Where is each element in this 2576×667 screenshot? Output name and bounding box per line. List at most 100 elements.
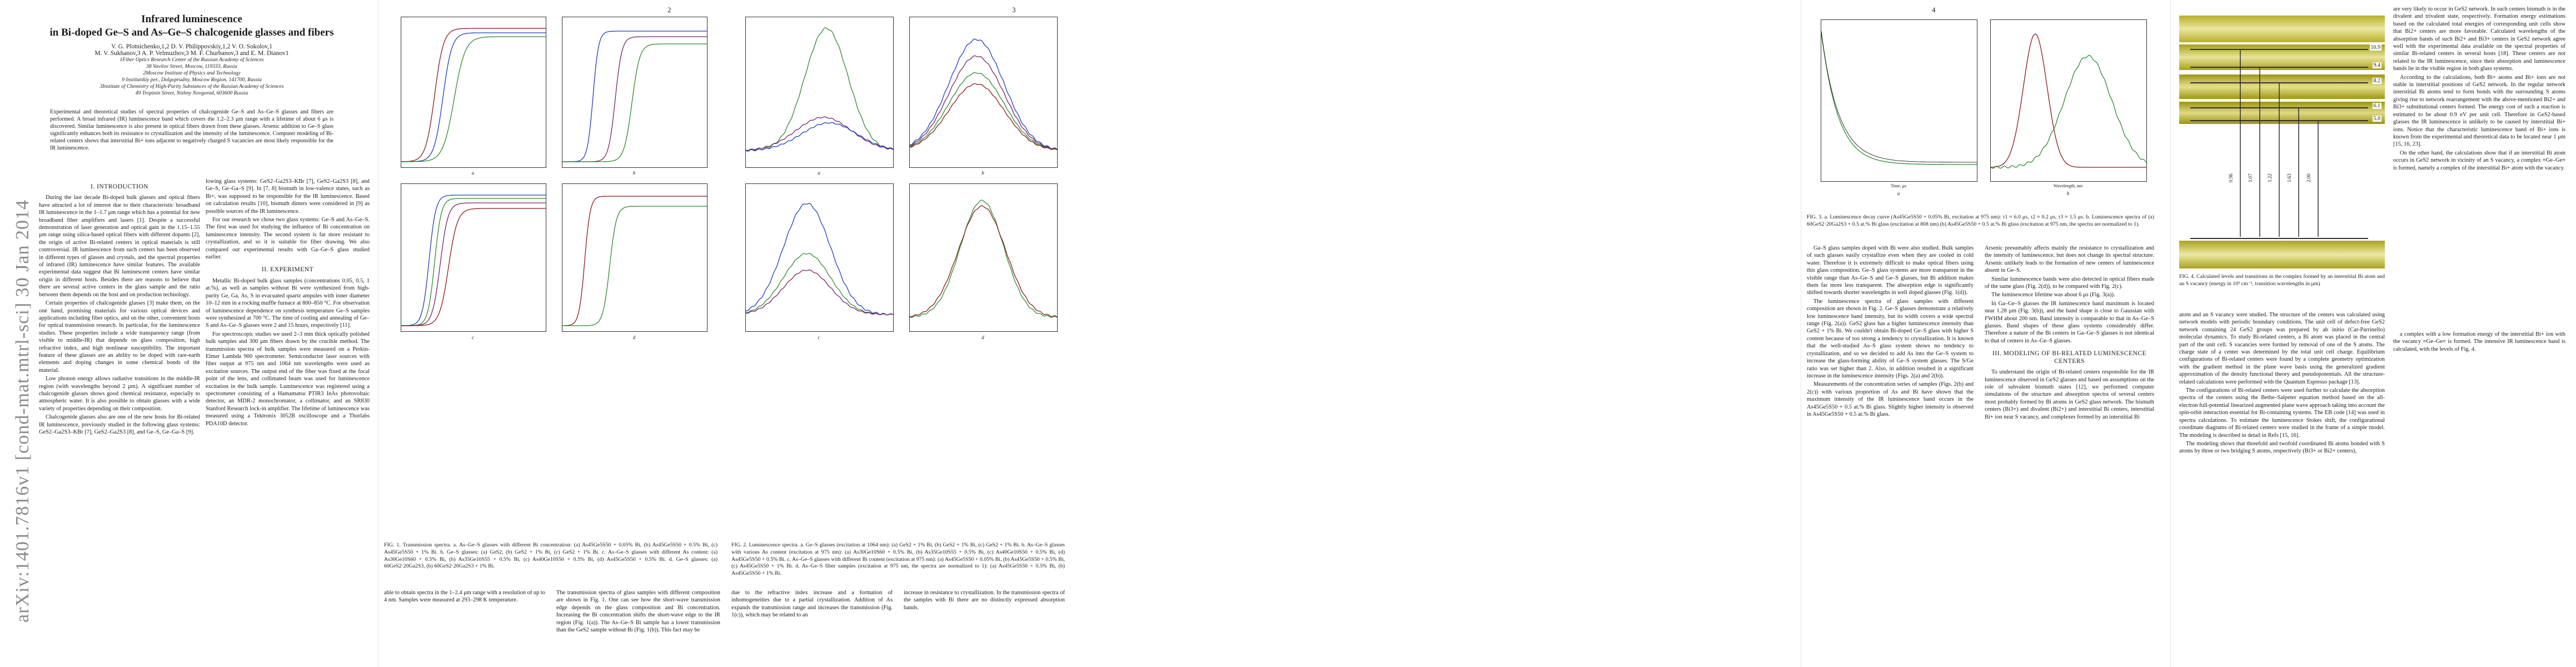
paragraph: a complex with a low formation energy of… [2393,331,2565,352]
figure-4-caption: FIG. 4. Calculated levels and transition… [2179,273,2385,287]
panel-label: b [981,170,984,176]
figure-3: Time, μs a Wavelength, nm b [1798,14,2165,258]
panel-label: d [981,335,984,340]
paragraph: During the last decade Bi-doped bulk gla… [39,195,200,298]
page2-left-bottom: able to obtain spectra in the 1–2.4 μm r… [384,589,545,605]
fig2-panel-d [909,183,1058,332]
series-curve [910,72,1057,150]
authors-2: M. V. Sukhanov,3 A. P. Velmuzhov,3 M. F.… [94,50,289,57]
figure-4: 10.9 9.4 8.2 6.1 5.0 0.96 1.07 1.22 1.63… [2179,16,2385,268]
fig2-panel-a [745,17,894,168]
paragraph: Similar luminescence bands were also det… [1985,276,2154,290]
page4-column-right: are very likely to occur in GeS2 network… [2393,6,2565,173]
paragraph: The transmission spectra of glass sample… [556,590,720,634]
level-value: 8.2 [2372,78,2381,84]
series-curve [746,270,893,316]
fig2a-curves [746,27,893,152]
page-number: 4 [1932,6,1936,14]
fig4-energy-diagram: 10.9 9.4 8.2 6.1 5.0 0.96 1.07 1.22 1.63… [2179,16,2385,268]
series-curve [910,55,1057,150]
fig2-panel-b [909,17,1058,168]
panel-label: d [632,335,636,340]
gradient-band [2179,16,2385,42]
energy-level [2190,82,2368,83]
paragraph: lowing glass systems: GeS2–Ga2S3–KBr [7]… [206,178,370,215]
level-value: 9.4 [2372,62,2381,68]
page-4: 10.9 9.4 8.2 6.1 5.0 0.96 1.07 1.22 1.63… [2170,0,2576,667]
transition-wavelength: 0.96 [2228,173,2234,182]
paragraph: To understand the origin of Bi-related c… [1985,369,2154,420]
series-curve [562,206,707,326]
paragraph: The luminescence spectra of glass sample… [1807,298,1974,379]
paragraph: Ga–S glass samples doped with Bi were al… [1807,245,1974,296]
transition-wavelength: 1.63 [2286,173,2292,182]
page-3b: 4 Time, μs a Wavelength, nm b FIG. 3. a.… [1801,0,2168,667]
transition-arrows [2240,50,2319,237]
series-curve [746,253,893,316]
page-number: 2 [667,6,671,14]
figure-2-caption: FIG. 2. Luminescence spectra. a. Ge–S gl… [731,542,1065,577]
fig1-panel-c [401,183,546,332]
page2b-left-bottom: due to the refractive index increase and… [731,589,893,620]
fig2b-curves [910,38,1057,151]
paragraph: Metallic Bi-doped bulk glass samples (co… [206,277,370,329]
transition-wavelength: 2.00 [2306,173,2311,182]
series-curve [910,38,1057,150]
paragraph: due to the refractive index increase and… [731,590,893,619]
fig2-panel-c [745,183,894,332]
paragraph: The modeling shows that threefold and tw… [2179,440,2385,455]
transition-wavelength: 1.22 [2267,173,2273,182]
page-1: Infrared luminescence in Bi-doped Ge–S a… [22,0,378,667]
panel-label: b [2066,191,2070,196]
paragraph: Arsenic presumably affects mainly the re… [1985,245,2154,274]
panel-label: a [1897,191,1900,196]
gradient-band [2179,74,2385,99]
series-curve [1991,54,2146,169]
page2-right-bottom: The transmission spectra of glass sample… [556,589,720,635]
paragraph: On the other hand, the calculations show… [2393,150,2565,171]
figure-1: a b c d [378,0,723,667]
paragraph: Measurements of the concentration series… [1807,381,1974,417]
fig1d-curves [562,196,707,326]
panel-label: a [818,170,820,176]
series-curve [401,208,546,326]
page-2: 2 3 a b c d FIG. 1. Transmission spectra… [378,0,1070,667]
title-line-2: in Bi-doped Ge–S and As–Ge–S chalcogenid… [49,27,334,38]
paragraph: able to obtain spectra in the 1–2.4 μm r… [384,590,545,604]
series-curve [910,83,1057,151]
series-curve [562,36,707,162]
fig1-panel-a [401,17,546,168]
fig3b-curves [1991,33,2146,169]
panel-label: c [818,335,820,340]
paper-title-block: Infrared luminescence in Bi-doped Ge–S a… [25,13,358,97]
series-curve [746,27,893,152]
fig3-xlabel-a: Time, μs [1890,183,1906,188]
page1-column-left: I. INTRODUCTION During the last decade B… [39,178,200,437]
level-value: 6.1 [2372,103,2381,109]
figure-2: a b c d [726,0,1070,667]
series-curve [1991,33,2146,168]
series-curve [562,196,707,326]
fig1a-curves [401,28,546,162]
fig3-xlabel-b: Wavelength, nm [2053,183,2083,188]
figure-1-caption: FIG. 1. Transmission spectra. a. As–Ge–S… [384,542,718,570]
affiliation-1: 1Fiber Optics Research Center of the Rus… [119,57,264,63]
series-curve [910,200,1057,318]
series-curve [910,205,1057,317]
section-heading-modeling: III. MODELING OF BI-RELATED LUMINESCENCE… [1992,350,2147,365]
series-curve [1821,31,1977,165]
figure-3-caption: FIG. 3. a. Luminescence decay curve (As4… [1807,214,2154,227]
paragraph: Certain properties of chalcogenide glass… [39,300,200,374]
page4-column-left: atom and an S vacancy were studied. The … [2179,311,2385,456]
ground-level [2190,238,2368,239]
fig1-panel-b [562,17,707,168]
series-curve [562,43,707,162]
gradient-band [2179,44,2385,70]
affiliation-1b: 38 Vavilov Street, Moscow, 119333, Russi… [146,63,237,69]
series-curve [401,195,546,326]
paragraph: Chalcogenide glasses also are one of the… [39,414,200,435]
panel-label: c [472,335,474,340]
paragraph: Low phonon energy allows radiative trans… [39,376,200,412]
series-curve [401,28,546,162]
page3-column-right: Arsenic presumably affects mainly the re… [1985,245,2154,422]
